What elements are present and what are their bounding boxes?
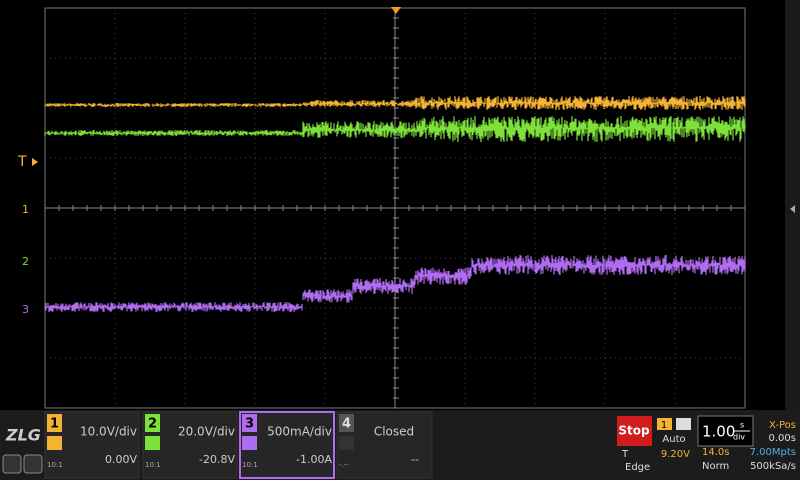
ch1-marker: 1 <box>22 203 29 216</box>
probe-ratio: 10:1 <box>145 461 161 469</box>
trigger-source: 1 <box>661 420 667 431</box>
channel-number: 4 <box>342 417 351 432</box>
channel-offset: -1.00A <box>296 453 332 466</box>
channel-scale: 500mA/div <box>267 425 332 439</box>
timebase-unit-bottom: div <box>733 433 745 442</box>
probe-ratio: 10:1 <box>242 461 258 469</box>
channel-scale: Closed <box>374 425 414 439</box>
ch3-marker: 3 <box>22 303 29 316</box>
channel-scale: 10.0V/div <box>80 425 137 439</box>
trigger-position-marker <box>391 7 401 14</box>
run-status: Stop <box>618 424 650 438</box>
coupling-icon <box>339 436 354 450</box>
marker-arrow <box>32 158 38 166</box>
ch3-trace <box>44 255 746 312</box>
tool-button[interactable] <box>23 454 43 474</box>
probe-ratio: -.-- <box>339 461 349 469</box>
trigger-source-box <box>657 418 672 430</box>
channel-number-box <box>145 414 160 432</box>
channel-number-box <box>242 414 257 432</box>
channel-number-box <box>339 414 354 432</box>
record-length: 14.0s <box>702 447 729 458</box>
channel-offset: 0.00V <box>105 453 137 466</box>
channel-panels: 1 10:1 10.0V/div 0.00V 2 10:1 20.0V/div -20.8V 3… <box>44 411 433 479</box>
ch2-marker: 2 <box>22 255 29 268</box>
channel-offset: -- <box>411 453 419 466</box>
ch2-trace <box>44 116 746 142</box>
run-stop-button[interactable] <box>617 416 652 446</box>
waveforms <box>44 96 746 312</box>
graticule <box>44 7 746 409</box>
timebase-unit-top: s <box>740 421 744 430</box>
coupling-icon <box>242 436 257 450</box>
side-panel-handle[interactable] <box>785 0 800 410</box>
channel-number: 3 <box>245 417 254 432</box>
trigger-type: Edge <box>625 462 650 473</box>
channel-scale: 20.0V/div <box>178 425 235 439</box>
channel-offset: -20.8V <box>199 453 235 466</box>
channel-number-box <box>47 414 62 432</box>
acquisition-mode: Norm <box>702 461 729 472</box>
tool-button[interactable] <box>2 454 22 474</box>
probe-ratio: 10:1 <box>47 461 63 469</box>
trigger-mode: Auto <box>662 434 685 445</box>
channel-number: 1 <box>50 417 59 432</box>
trigger-level: 9.20V <box>661 449 690 460</box>
side-panel-arrow <box>790 205 795 213</box>
ch1-trace <box>44 96 746 110</box>
memory-depth: 7.00Mpts <box>750 447 796 458</box>
trigger-level-marker: T <box>17 154 27 170</box>
xpos-label: X-Pos <box>769 420 796 431</box>
coupling-icon <box>145 436 160 450</box>
trigger-level-label: T <box>621 449 629 460</box>
channel-number: 2 <box>148 417 157 432</box>
sample-rate: 500kSa/s <box>750 461 796 472</box>
coupling-icon <box>47 436 62 450</box>
xpos-value: 0.00s <box>769 433 796 444</box>
timebase-scale: 1.00 <box>702 423 735 441</box>
logo: ZLG <box>5 426 41 445</box>
trigger-icon <box>676 418 691 430</box>
